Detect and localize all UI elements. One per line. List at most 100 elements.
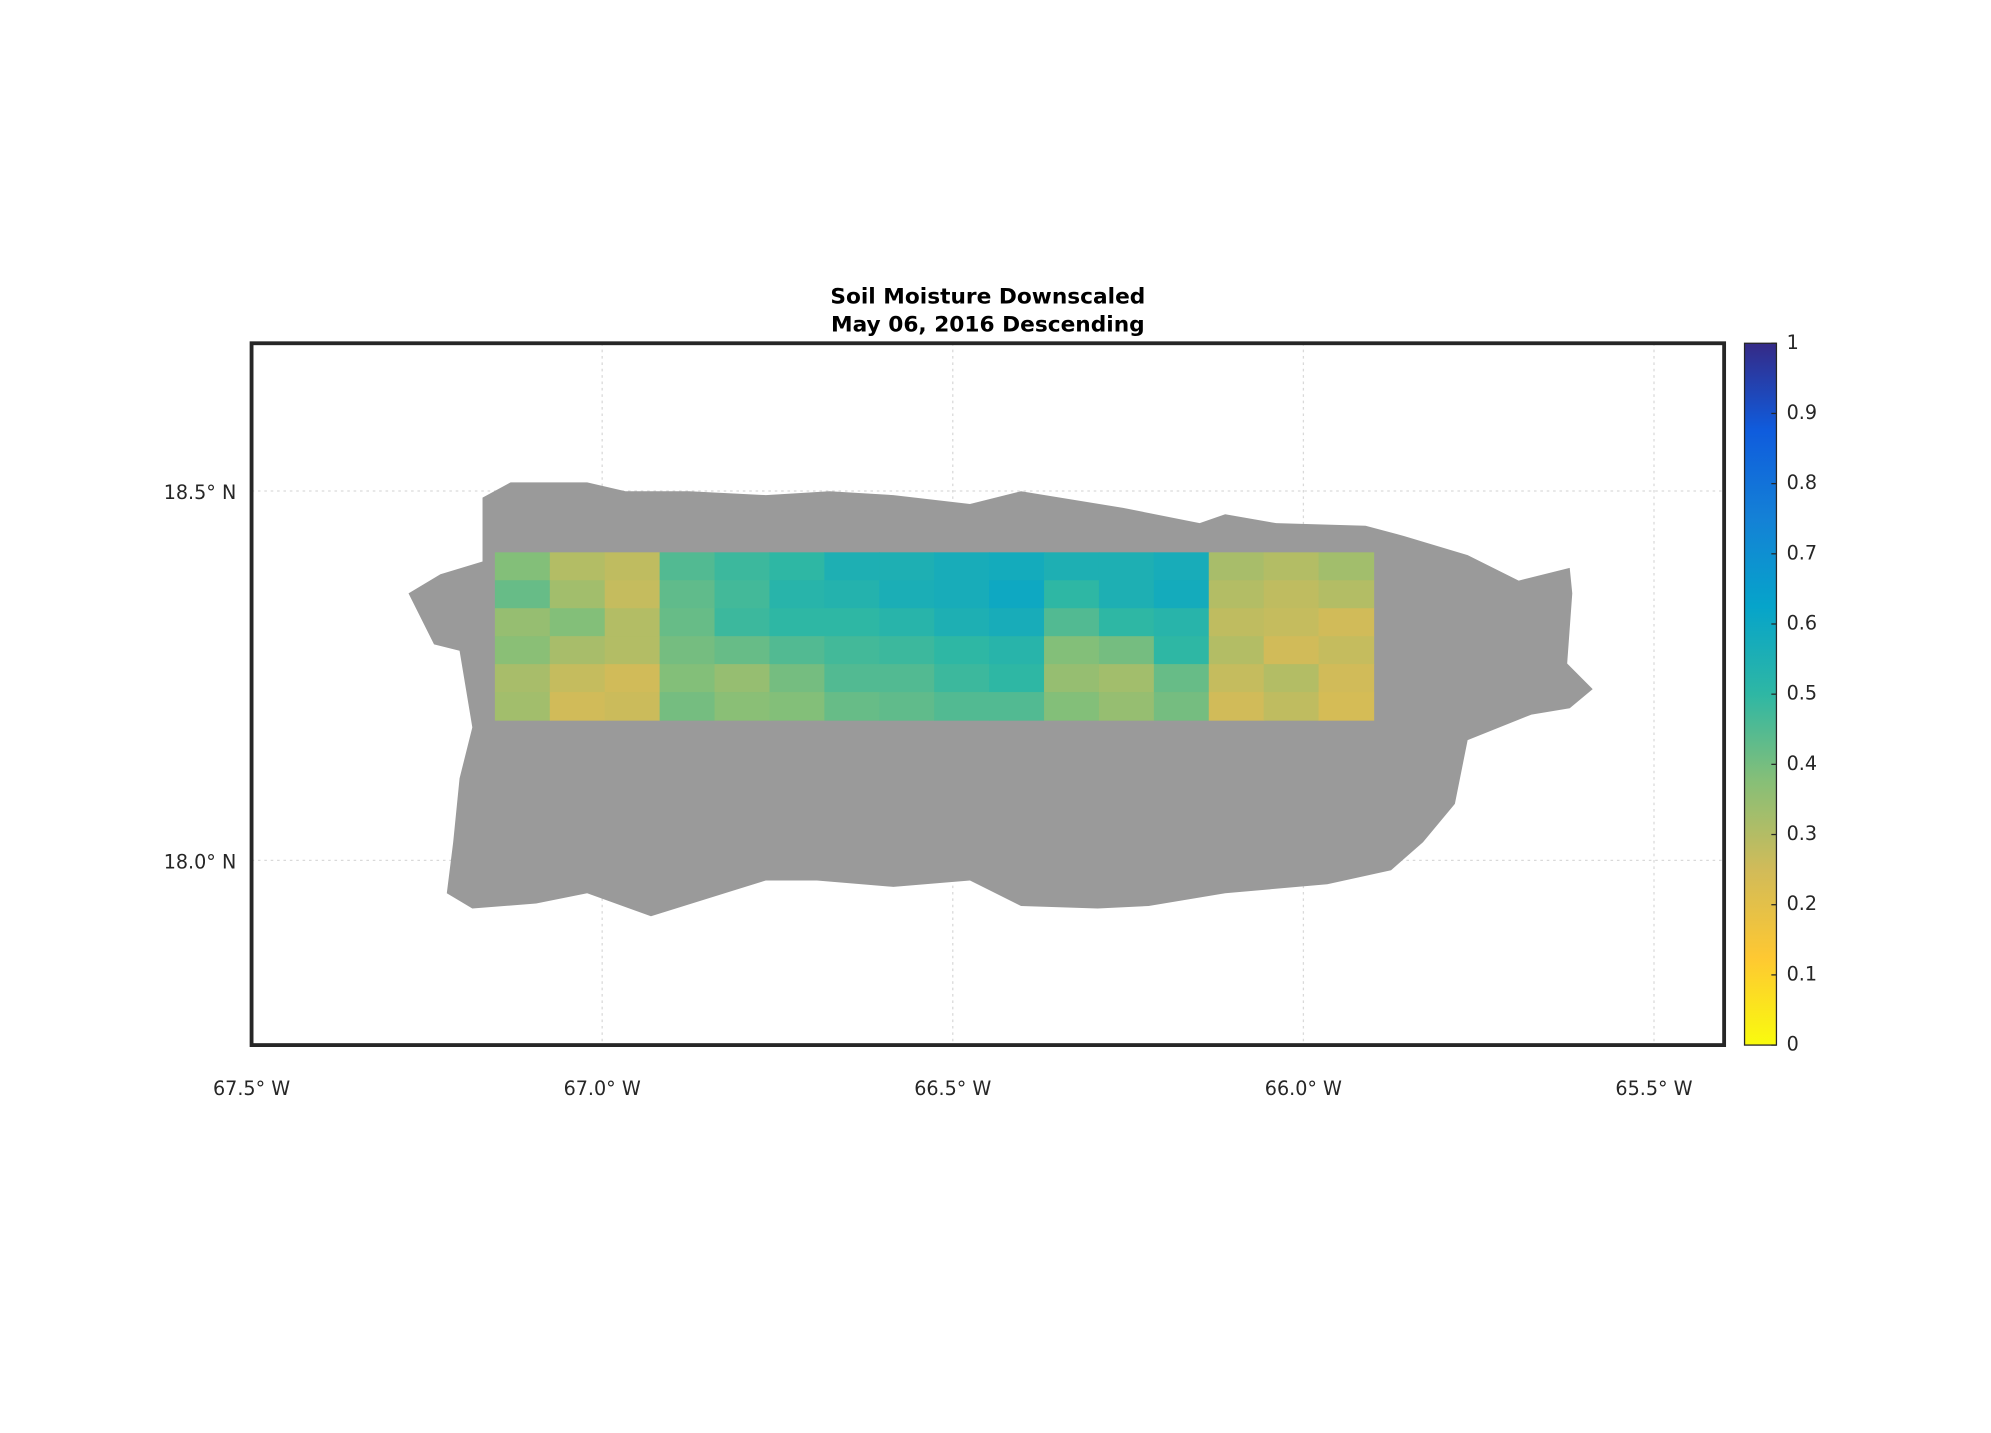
heatmap-cell xyxy=(879,636,935,665)
colorbar-tick-label: 0.4 xyxy=(1787,752,1817,775)
heatmap-cell xyxy=(769,552,826,581)
heatmap-cell xyxy=(604,552,661,581)
heatmap-cell xyxy=(1098,580,1155,609)
heatmap-cell xyxy=(769,608,826,637)
heatmap-cell xyxy=(1098,608,1155,637)
heatmap-cell xyxy=(1153,552,1210,581)
heatmap-cell xyxy=(934,636,990,665)
heatmap-cell xyxy=(659,580,716,609)
x-tick-label: 67.0° W xyxy=(564,1077,641,1100)
heatmap-cell xyxy=(1318,664,1375,693)
heatmap-cell xyxy=(824,552,880,581)
heatmap-cell xyxy=(1044,580,1100,609)
heatmap-cell xyxy=(1263,664,1320,693)
heatmap-cell xyxy=(494,664,551,693)
heatmap-cell xyxy=(1263,608,1320,637)
colorbar-tick-label: 0.8 xyxy=(1787,471,1817,494)
heatmap-cell xyxy=(1208,608,1265,637)
heatmap-cell xyxy=(659,608,716,637)
heatmap-cell xyxy=(1208,552,1265,581)
colorbar-tick-label: 0.2 xyxy=(1787,892,1817,915)
heatmap-cell xyxy=(1153,636,1210,665)
heatmap-cell xyxy=(824,664,880,693)
heatmap-cell xyxy=(1153,664,1210,693)
x-tick-label: 67.5° W xyxy=(213,1077,290,1100)
heatmap-cell xyxy=(714,692,771,721)
heatmap-cell xyxy=(879,664,935,693)
heatmap-cell xyxy=(549,692,606,721)
heatmap-cell xyxy=(769,636,826,665)
heatmap-cell xyxy=(1044,636,1100,665)
colorbar-tick-label: 1 xyxy=(1787,331,1799,354)
heatmap-cell xyxy=(604,608,661,637)
heatmap-cell xyxy=(1318,636,1375,665)
heatmap-cell xyxy=(1208,664,1265,693)
heatmap-cell xyxy=(604,692,661,721)
heatmap-cell xyxy=(1318,552,1375,581)
heatmap-cell xyxy=(769,580,826,609)
heatmap-cell xyxy=(769,664,826,693)
heatmap-cell xyxy=(989,664,1045,693)
heatmap-cell xyxy=(1098,664,1155,693)
heatmap-cell xyxy=(1044,692,1100,721)
heatmap-cell xyxy=(714,552,771,581)
heatmap-cell xyxy=(659,692,716,721)
heatmap-cell xyxy=(494,580,551,609)
heatmap-cell xyxy=(989,692,1045,721)
heatmap-cell xyxy=(989,636,1045,665)
heatmap-cell xyxy=(1044,608,1100,637)
x-tick-label: 66.5° W xyxy=(914,1077,991,1100)
heatmap-cell xyxy=(1263,580,1320,609)
heatmap-cell xyxy=(659,664,716,693)
colorbar: 0 0.1 0.2 0.3 0.4 0.5 0.6 0.7 0.8 0.9 1 xyxy=(1743,331,1817,1056)
heatmap-cell xyxy=(714,580,771,609)
heatmap-cell xyxy=(1208,692,1265,721)
heatmap-cell xyxy=(934,608,990,637)
heatmap-cell xyxy=(934,552,990,581)
heatmap-cell xyxy=(549,636,606,665)
heatmap-cell xyxy=(549,664,606,693)
heatmap-cell xyxy=(549,608,606,637)
heatmap-cell xyxy=(1263,636,1320,665)
colorbar-tick-label: 0 xyxy=(1787,1033,1799,1056)
heatmap-cell xyxy=(494,692,551,721)
heatmap-cell xyxy=(1318,580,1375,609)
colorbar-tick-label: 0.9 xyxy=(1787,401,1817,424)
heatmap-cell xyxy=(1098,636,1155,665)
heatmap-cell xyxy=(934,580,990,609)
colorbar-tick-label: 0.6 xyxy=(1787,611,1817,634)
heatmap-cell xyxy=(494,636,551,665)
heatmap-cell xyxy=(714,664,771,693)
heatmap-cell xyxy=(1098,692,1155,721)
colorbar-tick-label: 0.7 xyxy=(1787,541,1817,564)
heatmap-cell xyxy=(824,580,880,609)
heatmap-cell xyxy=(604,636,661,665)
heatmap-cell xyxy=(934,664,990,693)
heatmap-cell xyxy=(989,608,1045,637)
heatmap-cell xyxy=(1208,580,1265,609)
heatmap-cell xyxy=(1153,692,1210,721)
heatmap-cell xyxy=(1318,692,1375,721)
heatmap-cell xyxy=(1044,664,1100,693)
heatmap-cell xyxy=(659,636,716,665)
chart-title: Soil Moisture Downscaled xyxy=(830,284,1145,309)
heatmap-cell xyxy=(824,692,880,721)
heatmap-cell xyxy=(604,664,661,693)
x-tick-label: 65.5° W xyxy=(1615,1077,1692,1100)
heatmap-cell xyxy=(934,692,990,721)
heatmap-cell xyxy=(494,552,551,581)
colorbar-tick-label: 0.5 xyxy=(1787,682,1817,705)
colorbar-tick-label: 0.3 xyxy=(1787,822,1817,845)
heatmap-cell xyxy=(494,608,551,637)
heatmap-cell xyxy=(1044,552,1100,581)
heatmap-cell xyxy=(824,636,880,665)
heatmap-cell xyxy=(989,552,1045,581)
heatmap-cell xyxy=(1153,608,1210,637)
x-tick-label: 66.0° W xyxy=(1265,1077,1342,1100)
heatmap-cell xyxy=(1318,608,1375,637)
heatmap-cell xyxy=(824,608,880,637)
heatmap-cell xyxy=(714,608,771,637)
y-tick-label: 18.0° N xyxy=(164,850,237,873)
